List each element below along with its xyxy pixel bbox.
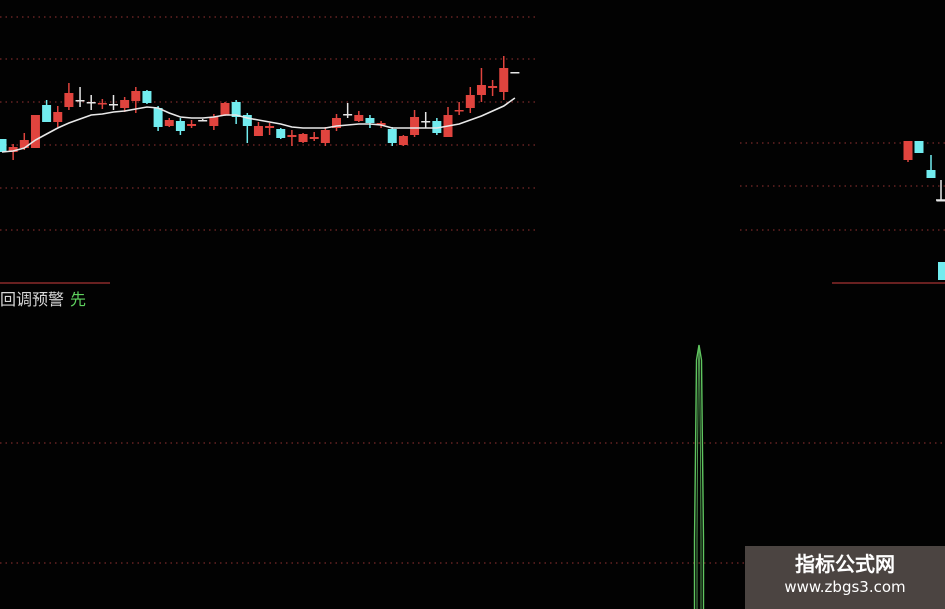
candle-body bbox=[287, 135, 297, 137]
watermark-title: 指标公式网 bbox=[795, 552, 895, 576]
watermark-url: www.zbgs3.com bbox=[784, 578, 906, 596]
indicator-signal-label: 先 bbox=[70, 290, 87, 309]
candle-body bbox=[64, 93, 74, 107]
candle-body bbox=[499, 68, 509, 92]
candle-body bbox=[97, 103, 107, 105]
candle-body bbox=[421, 121, 431, 123]
candle-body bbox=[109, 104, 118, 106]
candle-body bbox=[320, 130, 330, 143]
indicator-spike-inner bbox=[696, 344, 702, 609]
candle-body bbox=[42, 105, 52, 122]
candle-body bbox=[175, 121, 185, 131]
candle-body bbox=[298, 134, 308, 142]
candle-body bbox=[354, 115, 364, 121]
candle-body bbox=[476, 85, 486, 95]
candle-body bbox=[914, 141, 924, 153]
indicator-name: 回调预警 bbox=[0, 290, 65, 309]
candle-body bbox=[131, 91, 141, 101]
candle-body bbox=[398, 136, 408, 145]
candle-body bbox=[432, 121, 442, 133]
indicator-legend: 回调预警先 bbox=[0, 286, 98, 310]
candle-body bbox=[209, 117, 219, 126]
candle-body bbox=[242, 115, 252, 126]
moving-average-line bbox=[1, 97, 516, 153]
candle-body bbox=[142, 91, 152, 103]
candle-body bbox=[30, 115, 40, 148]
candle-body bbox=[488, 86, 498, 88]
candle-body bbox=[75, 100, 85, 102]
candle-body bbox=[465, 95, 475, 108]
candle-body bbox=[410, 117, 420, 135]
candle-body bbox=[903, 141, 913, 160]
candle-body bbox=[164, 120, 174, 126]
candle-body bbox=[86, 102, 96, 104]
candle-body bbox=[365, 118, 375, 123]
candle-body bbox=[938, 262, 945, 280]
candle-body bbox=[376, 123, 386, 125]
candle-body bbox=[253, 126, 263, 136]
candle-body bbox=[343, 114, 353, 116]
candle-body bbox=[510, 72, 520, 74]
candle-body bbox=[220, 103, 230, 115]
watermark: 指标公式网 www.zbgs3.com bbox=[745, 546, 945, 609]
candle-body bbox=[231, 102, 241, 117]
candle-body bbox=[332, 118, 341, 128]
candle-body bbox=[454, 110, 464, 112]
candle-body bbox=[276, 129, 286, 138]
candle-body bbox=[19, 140, 29, 148]
candle-body bbox=[187, 124, 197, 126]
candle-body bbox=[120, 100, 130, 108]
candle-body bbox=[0, 139, 7, 152]
candle-body bbox=[926, 170, 936, 178]
candle-body bbox=[153, 108, 163, 127]
indicator-spike bbox=[693, 344, 705, 609]
candle-body bbox=[53, 112, 63, 122]
candle-body bbox=[265, 126, 275, 128]
candle-body bbox=[387, 129, 397, 143]
candle-body bbox=[198, 120, 208, 122]
candle-body bbox=[8, 147, 18, 152]
candle-body bbox=[309, 137, 319, 139]
